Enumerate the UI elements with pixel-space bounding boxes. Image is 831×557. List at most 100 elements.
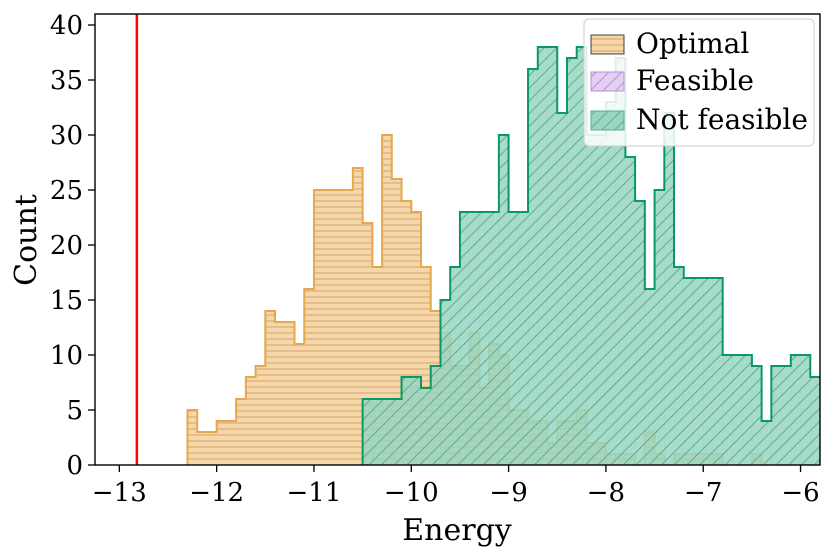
not-feasible-bar-hatch <box>781 366 792 465</box>
plot-frame <box>94 13 821 466</box>
x-tick-label: −6 <box>781 478 819 508</box>
optimal-bar <box>333 190 344 465</box>
not-feasible-bar-hatch <box>615 58 626 465</box>
legend-entry-optimal: Optimal <box>590 27 749 60</box>
not-feasible-bar <box>820 377 830 465</box>
not-feasible-bar-hatch <box>537 47 548 465</box>
axes: −13 −12 −11 −10 −9 −8 −7 −6 0 5 10 15 20 25 30 35 40 <box>50 11 820 508</box>
optimal-bar-hatch <box>411 212 422 465</box>
not-feasible-bar-hatch <box>742 355 753 465</box>
y-tick-label: 40 <box>50 11 83 41</box>
optimal-bar-hatch <box>226 421 237 465</box>
not-feasible-bar-hatch <box>469 212 480 465</box>
legend-entry-not-feasible: Not feasible <box>590 103 808 136</box>
optimal-bar-hatch <box>352 168 363 465</box>
not-feasible-bar <box>528 69 539 465</box>
not-feasible-bar-hatch <box>683 278 694 465</box>
optimal-bar-hatch <box>304 289 315 465</box>
not-feasible-bar <box>810 377 820 465</box>
optimal-bar-hatch <box>216 421 227 465</box>
optimal-bar-hatch <box>275 322 286 465</box>
not-feasible-bar <box>625 157 636 465</box>
legend-swatch-feasible-hatch <box>590 71 625 92</box>
not-feasible-bar <box>566 58 578 465</box>
not-feasible-bar-hatch <box>566 58 578 465</box>
not-feasible-bar <box>693 278 704 465</box>
legend: Optimal Feasible Not feasible <box>583 18 815 147</box>
not-feasible-bar-fill <box>820 377 830 465</box>
not-feasible-bar-hatch <box>411 377 422 465</box>
optimal-bar <box>372 267 383 465</box>
not-feasible-bar <box>605 102 616 465</box>
not-feasible-bar-hatch <box>654 190 665 465</box>
not-feasible-bar-hatch <box>703 278 714 465</box>
not-feasible-bar <box>537 47 548 465</box>
not-feasible-bar-hatch <box>576 47 587 465</box>
not-feasible-bar <box>430 366 441 465</box>
plot-area <box>135 14 830 465</box>
optimal-bar <box>294 344 305 465</box>
optimal-bar <box>352 168 363 465</box>
not-feasible-bar <box>674 267 685 465</box>
optimal-bar <box>265 311 276 465</box>
not-feasible-bar-hatch <box>722 355 733 465</box>
not-feasible-bar <box>683 278 694 465</box>
not-feasible-bar-hatch <box>372 399 383 465</box>
optimal-bar <box>421 267 432 465</box>
optimal-bar-hatch <box>245 377 256 465</box>
not-feasible-bar-hatch <box>761 421 772 465</box>
not-feasible-bar-hatch <box>644 289 655 465</box>
legend-frame <box>583 18 815 147</box>
not-feasible-bar-hatch <box>450 267 461 465</box>
not-feasible-bar-hatch <box>596 135 607 465</box>
y-tick-label: 15 <box>50 286 83 316</box>
not-feasible-bar-hatch <box>674 267 685 465</box>
optimal-bar <box>411 212 422 465</box>
optimal-bar-hatch <box>284 322 295 465</box>
x-tick-label: −11 <box>287 478 342 508</box>
optimal-bar-hatch <box>333 190 344 465</box>
optimal-bar-hatch <box>421 267 432 465</box>
y-tick-label: 0 <box>66 451 83 481</box>
not-feasible-bar <box>518 212 529 465</box>
not-feasible-bar-hatch <box>771 366 782 465</box>
optimal-bar-hatch <box>372 267 383 465</box>
not-feasible-bar <box>703 278 714 465</box>
optimal-bar-hatch <box>294 344 305 465</box>
x-tick-label: −8 <box>587 478 625 508</box>
not-feasible-bar-hatch <box>790 355 801 465</box>
optimal-bar-hatch <box>206 432 217 465</box>
not-feasible-bar-hatch <box>635 201 646 465</box>
not-feasible-bar-hatch <box>605 102 616 465</box>
x-tick-label: −9 <box>489 478 527 508</box>
optimal-bar <box>304 289 315 465</box>
optimal-bar-hatch <box>313 190 325 465</box>
not-feasible-bar-hatch <box>751 366 762 465</box>
not-feasible-bar <box>586 135 597 465</box>
not-feasible-bar <box>751 366 762 465</box>
not-feasible-bar-hatch <box>800 355 811 465</box>
optimal-bar <box>323 190 334 465</box>
not-feasible-bar-hatch <box>421 388 432 465</box>
optimal-bar-hatch <box>197 432 208 465</box>
not-feasible-bar <box>644 289 655 465</box>
not-feasible-bar <box>450 267 461 465</box>
not-feasible-bar <box>635 201 646 465</box>
x-tick-label: −12 <box>189 478 244 508</box>
not-feasible-bar <box>654 190 665 465</box>
not-feasible-outline <box>361 46 820 465</box>
not-feasible-bar-hatch <box>625 157 636 465</box>
not-feasible-bar <box>712 278 724 465</box>
not-feasible-bar <box>508 212 519 465</box>
not-feasible-bar-hatch <box>732 355 743 465</box>
optimal-bar-hatch <box>401 201 412 465</box>
optimal-bar <box>362 223 373 465</box>
series-not-feasible <box>361 46 830 465</box>
not-feasible-bar <box>722 355 733 465</box>
not-feasible-bar <box>790 355 801 465</box>
y-axis-title: Count <box>9 194 44 286</box>
not-feasible-bar-hatch <box>498 135 509 465</box>
optimal-bar-hatch <box>265 311 276 465</box>
not-feasible-bar-hatch <box>518 212 529 465</box>
not-feasible-bar <box>781 366 792 465</box>
